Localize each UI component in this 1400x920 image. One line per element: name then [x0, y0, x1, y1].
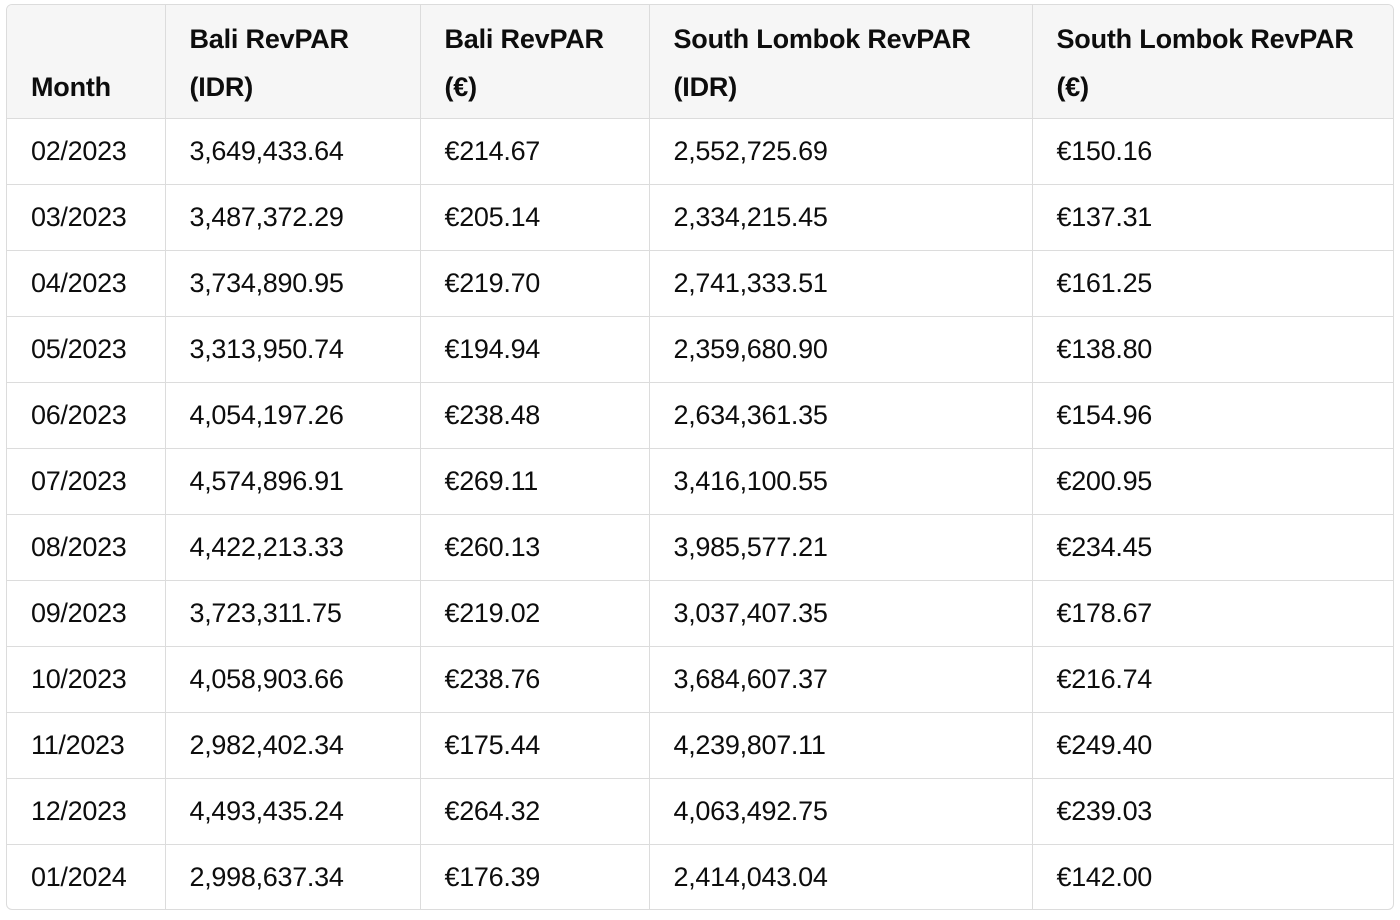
cell-bali-idr: 4,493,435.24: [165, 778, 421, 845]
cell-month: 08/2023: [7, 514, 166, 581]
cell-lombok-idr: 2,741,333.51: [649, 250, 1033, 317]
header-month: Month: [7, 5, 166, 119]
cell-lombok-idr: 3,037,407.35: [649, 580, 1033, 647]
cell-month: 09/2023: [7, 580, 166, 647]
cell-lombok-idr: 4,239,807.11: [649, 712, 1033, 779]
cell-lombok-eur: €142.00: [1056, 861, 1153, 892]
cell-bali-idr: 4,422,213.33: [165, 514, 421, 581]
cell-lombok-idr: 2,359,680.90: [649, 316, 1033, 383]
cell-bali-eur: €219.02: [420, 580, 650, 647]
cell-bali-idr: 3,313,950.74: [165, 316, 421, 383]
cell-bali-eur: €238.48: [420, 382, 650, 449]
cell-month: 11/2023: [7, 712, 166, 779]
cell-bali-idr: 3,649,433.64: [165, 118, 421, 185]
cell-month: 03/2023: [7, 184, 166, 251]
cell-lombok-eur: €138.80: [1032, 316, 1393, 383]
table-row: 11/2023 2,982,402.34 €175.44 4,239,807.11 €2…: [7, 712, 1393, 779]
cell-month: 05/2023: [7, 316, 166, 383]
cell-bali-idr: 3,487,372.29: [165, 184, 421, 251]
cell-bali-idr: 3,723,311.75: [165, 580, 421, 647]
cell-lombok-eur: €200.95: [1032, 448, 1393, 515]
cell-lombok-eur: €178.67: [1032, 580, 1393, 647]
cell-month: 10/2023: [7, 646, 166, 713]
cell-lombok-idr: 2,634,361.35: [649, 382, 1033, 449]
cell-month: 04/2023: [7, 250, 166, 317]
table-row: 05/2023 3,313,950.74 €194.94 2,359,680.90 €1…: [7, 316, 1393, 383]
cell-bali-eur: €238.76: [420, 646, 650, 713]
cell-bali-eur: €269.11: [420, 448, 650, 515]
cell-bali-eur: €194.94: [420, 316, 650, 383]
cell-lombok-eur: €150.16: [1032, 118, 1393, 185]
cell-month: 06/2023: [7, 382, 166, 449]
cell-bali-eur: €264.32: [420, 778, 650, 845]
cell-bali-eur: €214.67: [420, 118, 650, 185]
cell-lombok-idr: 2,414,043.04: [649, 844, 1033, 909]
cell-lombok-idr: 3,416,100.55: [649, 448, 1033, 515]
table-row: 09/2023 3,723,311.75 €219.02 3,037,407.35 €1…: [7, 580, 1393, 647]
cell-month: 01/2024: [7, 844, 166, 909]
cell-lombok-eur: €239.03: [1032, 778, 1393, 845]
revpar-table: Month Bali RevPAR (IDR) Bali RevPAR (€) …: [7, 5, 1393, 909]
cell-bali-idr: 3,734,890.95: [165, 250, 421, 317]
cell-bali-idr: 2,998,637.34: [165, 844, 421, 909]
cell-lombok-eur: €161.25: [1032, 250, 1393, 317]
cell-lombok-idr: 4,063,492.75: [649, 778, 1033, 845]
revpar-table-container: Month Bali RevPAR (IDR) Bali RevPAR (€) …: [6, 4, 1394, 910]
table-row: 12/2023 4,493,435.24 €264.32 4,063,492.75 €2…: [7, 778, 1393, 845]
cell-lombok-idr: 2,334,215.45: [649, 184, 1033, 251]
table-row: 08/2023 4,422,213.33 €260.13 3,985,577.21 €2…: [7, 514, 1393, 581]
cell-bali-idr: 4,054,197.26: [165, 382, 421, 449]
cell-bali-eur: €219.70: [420, 250, 650, 317]
header-south-lombok-revpar-eur: South Lombok RevPAR (€): [1032, 5, 1393, 119]
table-row: 10/2023 4,058,903.66 €238.76 3,684,607.37 €2…: [7, 646, 1393, 713]
cell-lombok-idr: 3,985,577.21: [649, 514, 1033, 581]
cell-lombok-eur: €137.31: [1032, 184, 1393, 251]
cell-bali-idr: 4,058,903.66: [165, 646, 421, 713]
header-bali-revpar-idr: Bali RevPAR (IDR): [165, 5, 421, 119]
cell-month: 12/2023: [7, 778, 166, 845]
table-row: 04/2023 3,734,890.95 €219.70 2,741,333.51 €1…: [7, 250, 1393, 317]
table-row: 06/2023 4,054,197.26 €238.48 2,634,361.35 €1…: [7, 382, 1393, 449]
cell-bali-eur: €175.44: [420, 712, 650, 779]
cell-bali-idr: 4,574,896.91: [165, 448, 421, 515]
cell-bali-eur: €260.13: [420, 514, 650, 581]
cell-bali-eur: €176.39: [420, 844, 650, 909]
table-row: 07/2023 4,574,896.91 €269.11 3,416,100.55 €2…: [7, 448, 1393, 515]
header-south-lombok-revpar-idr: South Lombok RevPAR (IDR): [649, 5, 1033, 119]
cell-lombok-idr: 2,552,725.69: [649, 118, 1033, 185]
table-row: 03/2023 3,487,372.29 €205.14 2,334,215.45 €1…: [7, 184, 1393, 251]
cell-lombok-eur: €216.74: [1032, 646, 1393, 713]
cell-lombok-idr: 3,684,607.37: [649, 646, 1033, 713]
table-header-row: Month Bali RevPAR (IDR) Bali RevPAR (€) …: [7, 5, 1393, 119]
table-body: 02/2023 3,649,433.64 €214.67 2,552,725.69 €1…: [7, 118, 1393, 909]
cell-bali-idr: 2,982,402.34: [165, 712, 421, 779]
table-row: 02/2023 3,649,433.64 €214.67 2,552,725.69 €1…: [7, 118, 1393, 185]
cell-lombok-eur: €249.40: [1032, 712, 1393, 779]
table-row: 01/2024 2,998,637.34 €176.39 2,414,043.04 €1…: [7, 844, 1393, 909]
cell-lombok-eur: €234.45: [1032, 514, 1393, 581]
header-bali-revpar-eur: Bali RevPAR (€): [420, 5, 650, 119]
cell-month: 07/2023: [7, 448, 166, 515]
cell-bali-eur: €205.14: [420, 184, 650, 251]
cell-month: 02/2023: [7, 118, 166, 185]
cell-lombok-eur: €154.96: [1032, 382, 1393, 449]
